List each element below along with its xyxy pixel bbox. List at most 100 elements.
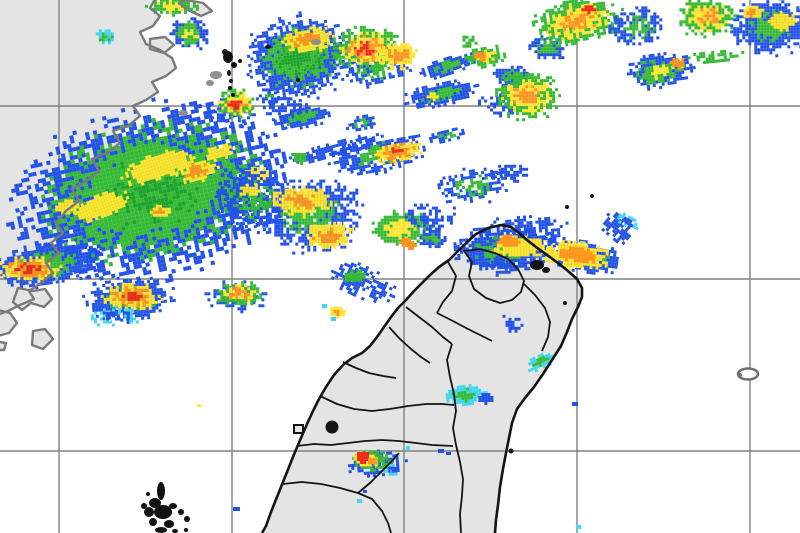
echo-blob — [273, 106, 332, 131]
echo-dot — [197, 404, 201, 407]
guishan-island-tip — [738, 373, 742, 377]
gray-islet-patch — [210, 71, 222, 79]
echo-blob — [373, 141, 423, 166]
echo-blob — [175, 159, 221, 185]
echo-blob — [291, 153, 307, 165]
county-borders-layer — [282, 248, 551, 533]
echo-blob — [169, 17, 209, 51]
penghu-islet — [157, 482, 165, 500]
offshore-islet — [296, 78, 300, 82]
county-border-taipei-loop — [463, 248, 525, 304]
offshore-islet — [542, 267, 550, 273]
china-coastline — [0, 0, 178, 316]
penghu-islet — [164, 520, 174, 528]
echo-blob — [426, 92, 439, 102]
echo-dot — [357, 499, 362, 503]
echo-blob — [419, 230, 447, 249]
echo-blob — [483, 255, 517, 277]
county-border — [357, 452, 400, 494]
offshore-islet — [227, 70, 231, 76]
echo-blob — [345, 114, 376, 132]
offshore-islet — [590, 194, 594, 198]
echo-blob — [73, 190, 130, 224]
penghu-islet — [149, 498, 161, 508]
gray-islet-patch — [311, 39, 321, 45]
echo-blob — [90, 305, 139, 327]
echo-dot — [446, 452, 451, 455]
echo-blob — [502, 314, 524, 333]
echo-blob — [119, 149, 197, 187]
echo-blob — [679, 0, 740, 39]
county-border — [523, 283, 551, 352]
penghu-islet — [149, 518, 157, 526]
echo-blob — [330, 307, 346, 319]
penghu-islet — [178, 509, 184, 515]
echo-blob — [332, 25, 402, 74]
echo-blob — [100, 282, 164, 313]
gray-islet-patch — [206, 80, 214, 86]
county-border — [436, 261, 457, 314]
echo-blob — [478, 393, 494, 405]
echo-blob — [495, 73, 562, 122]
echo-blob — [5, 97, 293, 287]
echo-blob — [743, 5, 765, 18]
penghu-islet — [172, 529, 178, 533]
echo-blob — [281, 25, 336, 54]
echo-blob — [368, 458, 377, 465]
echo-blob — [489, 164, 529, 183]
offshore-islet — [563, 301, 567, 305]
echo-dot — [233, 507, 240, 511]
echo-blob — [218, 88, 255, 119]
echo-blob — [379, 43, 419, 71]
penghu-islet — [184, 528, 188, 532]
echo-blob — [687, 49, 745, 65]
echo-dot — [572, 402, 578, 406]
echo-blob — [626, 51, 696, 91]
china-island-outline — [11, 286, 54, 312]
echo-blob — [581, 5, 597, 15]
china-island-outline — [148, 35, 176, 55]
islets-markers-layer — [141, 39, 760, 533]
city-dot-marker-small — [508, 448, 514, 454]
county-border — [342, 361, 397, 379]
penghu-islet — [169, 503, 177, 509]
echo-blob — [0, 256, 63, 281]
county-border — [405, 306, 453, 345]
echo-blob — [306, 221, 355, 249]
echo-blob — [149, 204, 171, 217]
penghu-islet — [144, 507, 154, 517]
taiwan-coastline — [260, 223, 584, 533]
echo-blob — [428, 127, 466, 144]
offshore-islet — [530, 260, 544, 270]
county-border — [436, 312, 493, 342]
echo-blob — [344, 269, 366, 282]
echo-blob — [272, 185, 333, 219]
guishan-island-outline — [736, 367, 760, 381]
county-border — [446, 343, 464, 533]
echo-blob — [445, 383, 489, 407]
echo-dot — [576, 525, 581, 529]
penghu-islet — [146, 492, 150, 496]
penghu-islet — [141, 503, 147, 509]
china-island-fill — [0, 310, 17, 336]
offshore-islet — [229, 79, 233, 83]
echo-blob — [608, 6, 663, 46]
county-border — [296, 439, 454, 447]
gray-islet-patch — [178, 110, 188, 116]
port-square-marker — [293, 424, 304, 434]
echo-blob — [357, 452, 370, 464]
echo-dot — [331, 317, 336, 321]
echo-blob — [541, 234, 566, 246]
echo-blob — [462, 35, 478, 48]
echo-dot — [438, 449, 444, 453]
offshore-islet — [231, 62, 237, 68]
echo-dot — [363, 490, 367, 493]
county-border — [319, 395, 455, 412]
county-border — [388, 326, 431, 364]
china-island-outline — [177, 0, 214, 18]
echo-dot — [406, 446, 410, 450]
offshore-islet — [228, 86, 232, 90]
echo-blob — [531, 0, 625, 47]
